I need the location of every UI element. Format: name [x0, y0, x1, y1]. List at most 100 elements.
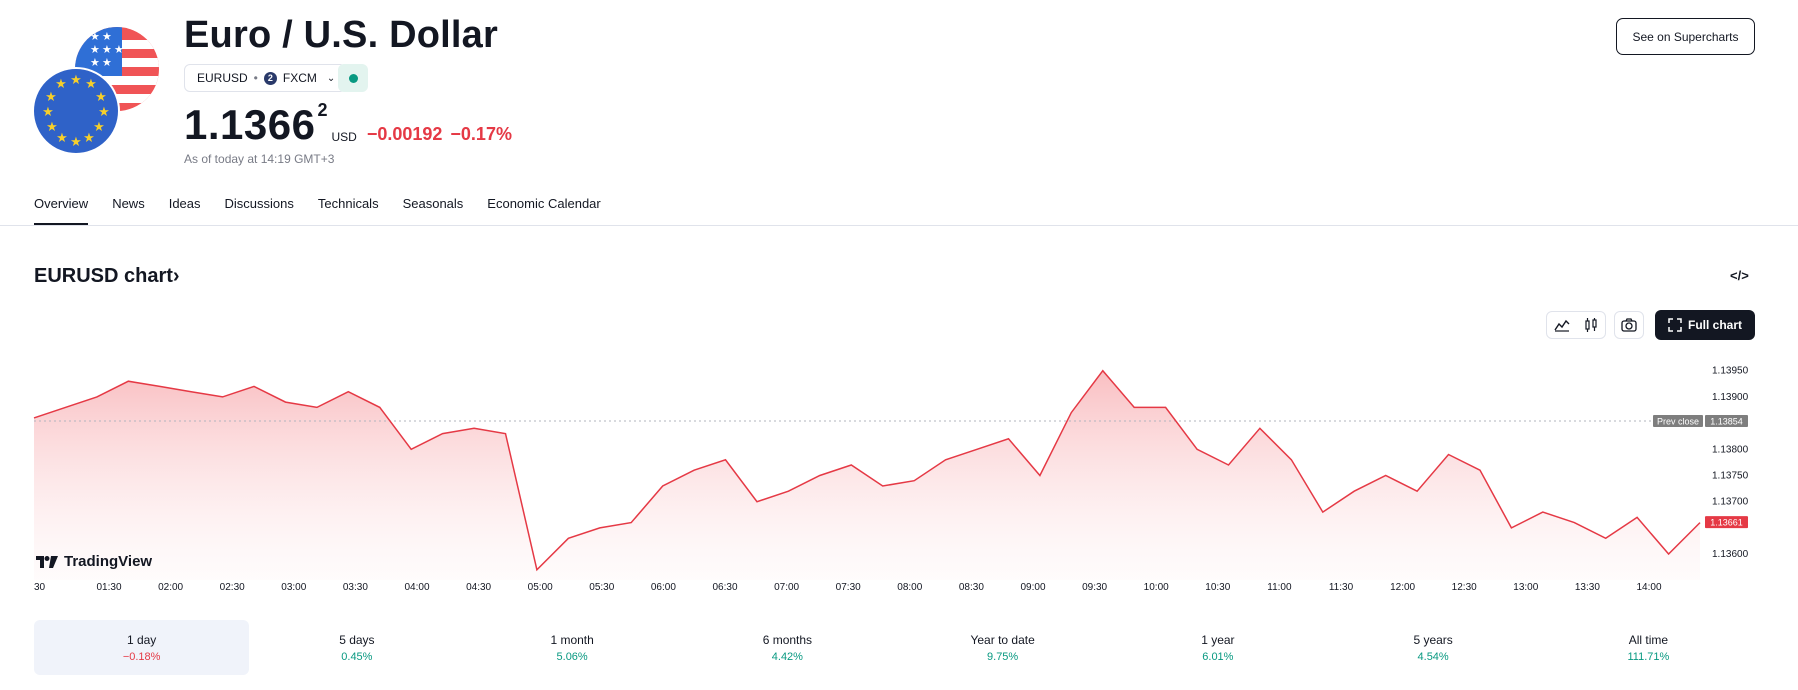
svg-text:★: ★ — [55, 77, 67, 92]
period-label: 1 day — [126, 632, 157, 647]
x-tick-label: 08:30 — [959, 582, 984, 593]
see-on-supercharts-button[interactable]: See on Supercharts — [1616, 18, 1755, 55]
last-price-tag-bg — [1705, 516, 1748, 529]
x-tick-label: 14:00 — [1636, 582, 1661, 593]
period-change: 5.06% — [556, 650, 588, 663]
y-tick-label: 1.13800 — [1712, 444, 1749, 455]
chevron-right-icon: › — [172, 265, 180, 287]
price-chart[interactable]: 1.13950 1.13900 1.13800 1.13750 1.13700 1.136… — [0, 355, 1798, 600]
tab-discussions[interactable]: Discussions — [224, 196, 294, 211]
prev-close-label: Prev close — [1657, 417, 1699, 427]
tradingview-watermark: TradingView — [36, 553, 152, 570]
period-year-to-date[interactable]: Year to date 9.75% — [895, 620, 1110, 675]
price-timestamp: As of today at 14:19 GMT+3 — [184, 152, 335, 166]
full-chart-label: Full chart — [1687, 318, 1742, 332]
period-change: 111.71% — [1627, 650, 1670, 663]
market-status-badge[interactable] — [338, 64, 368, 92]
period-1-month[interactable]: 1 month 5.06% — [465, 620, 680, 675]
period-label: 1 year — [1201, 632, 1235, 647]
tab-ideas[interactable]: Ideas — [168, 196, 201, 211]
symbol-separator: • — [253, 71, 258, 85]
price-change: −0.00192 — [366, 124, 443, 144]
period-change: −0.18% — [122, 650, 161, 663]
symbol-selector[interactable]: EURUSD • 2 FXCM ⌄ — [184, 64, 347, 92]
x-tick-label: 04:30 — [466, 582, 491, 593]
last-price-superscript: 2 — [317, 100, 328, 120]
tradingview-logo-text: TradingView — [64, 553, 153, 570]
x-tick-label: 08:00 — [897, 582, 922, 593]
svg-text:★: ★ — [90, 43, 100, 56]
period-5-years[interactable]: 5 years 4.54% — [1326, 620, 1541, 675]
x-tick-label: 13:30 — [1575, 582, 1600, 593]
x-tick-label: 11:00 — [1267, 582, 1292, 593]
x-tick-label: 06:00 — [651, 582, 676, 593]
y-tick-label: 1.13950 — [1712, 366, 1749, 377]
period-all-time[interactable]: All time 111.71% — [1541, 620, 1756, 675]
market-open-dot-icon — [348, 73, 358, 83]
svg-text:★: ★ — [95, 90, 107, 105]
full-chart-button[interactable]: Full chart — [1655, 310, 1755, 340]
period-label: All time — [1628, 632, 1669, 647]
performance-periods: 1 day −0.18% 5 days 0.45% 1 month 5.06% 6 mont… — [34, 620, 1756, 675]
embed-code-icon[interactable]: </> — [1730, 268, 1749, 283]
symbol-label: EURUSD — [197, 71, 248, 85]
svg-text:★: ★ — [46, 120, 58, 135]
tab-technicals[interactable]: Technicals — [317, 196, 379, 211]
x-tick-label: 12:00 — [1390, 582, 1415, 593]
period-change: 4.54% — [1417, 650, 1449, 663]
period-label: 6 months — [762, 632, 813, 647]
prev-close-value-bg — [1705, 415, 1748, 427]
x-tick-label: 03:00 — [281, 582, 306, 593]
x-tick-label: 09:00 — [1020, 582, 1045, 593]
chart-title: EURUSD chart — [34, 265, 173, 287]
period-change: 9.75% — [987, 650, 1019, 663]
chart-style-toggle — [1546, 311, 1606, 339]
exchange-label: FXCM — [282, 71, 317, 85]
x-tick-label: 13:00 — [1513, 582, 1538, 593]
chevron-down-icon: ⌄ — [326, 72, 336, 84]
area-chart-icon[interactable] — [1548, 312, 1576, 338]
tab-seasonals[interactable]: Seasonals — [402, 196, 464, 211]
x-tick-label: 05:30 — [589, 582, 614, 593]
svg-text:★: ★ — [102, 30, 112, 43]
period-5-days[interactable]: 5 days 0.45% — [249, 620, 464, 675]
price-row: 1.1366 2 USD −0.00192 −0.17% — [184, 100, 512, 148]
period-change: 6.01% — [1202, 650, 1234, 663]
chart-title-link[interactable]: EURUSD chart› — [34, 265, 180, 288]
period-label: 5 days — [339, 632, 375, 647]
x-tick-label: 07:00 — [774, 582, 799, 593]
svg-text:★: ★ — [85, 77, 97, 92]
price-change-percent: −0.17% — [450, 124, 512, 144]
period-label: Year to date — [970, 632, 1035, 647]
last-price: 1.1366 — [184, 101, 316, 148]
x-tick-label: 30 — [34, 582, 46, 593]
tab-overview[interactable]: Overview — [34, 196, 89, 225]
camera-icon[interactable] — [1614, 311, 1644, 339]
last-price-tag: 1.13661 — [1710, 518, 1743, 528]
x-tick-label: 09:30 — [1082, 582, 1107, 593]
tab-economic-calendar[interactable]: Economic Calendar — [487, 196, 601, 211]
svg-text:★: ★ — [98, 105, 110, 120]
period-1-day[interactable]: 1 day −0.18% — [34, 620, 250, 675]
x-tick-label: 10:00 — [1144, 582, 1169, 593]
svg-text:★: ★ — [45, 90, 57, 105]
svg-text:★: ★ — [102, 43, 112, 56]
page-title: Euro / U.S. Dollar — [184, 14, 498, 56]
y-tick-label: 1.13700 — [1712, 497, 1749, 508]
section-tabs: Overview News Ideas Discussions Technicals Se… — [34, 196, 601, 225]
y-tick-label: 1.13600 — [1712, 549, 1749, 560]
x-tick-label: 05:00 — [528, 582, 553, 593]
tradingview-logo-icon — [36, 555, 58, 568]
x-tick-label: 07:30 — [836, 582, 861, 593]
period-1-year[interactable]: 1 year 6.01% — [1110, 620, 1325, 675]
svg-text:★: ★ — [56, 131, 68, 146]
x-tick-label: 10:30 — [1205, 582, 1230, 593]
x-tick-label: 11:30 — [1329, 582, 1354, 593]
x-tick-label: 04:00 — [404, 582, 429, 593]
candles-icon[interactable] — [1577, 312, 1605, 338]
tab-news[interactable]: News — [112, 196, 145, 211]
currency-flags-icon: ★ ★ ★ ★ ★ ★ ★ ★ ★★ ★★★ ★★★ ★★★ — [34, 27, 159, 155]
period-label: 1 month — [550, 632, 594, 647]
price-currency: USD — [331, 130, 357, 144]
period-6-months[interactable]: 6 months 4.42% — [680, 620, 895, 675]
